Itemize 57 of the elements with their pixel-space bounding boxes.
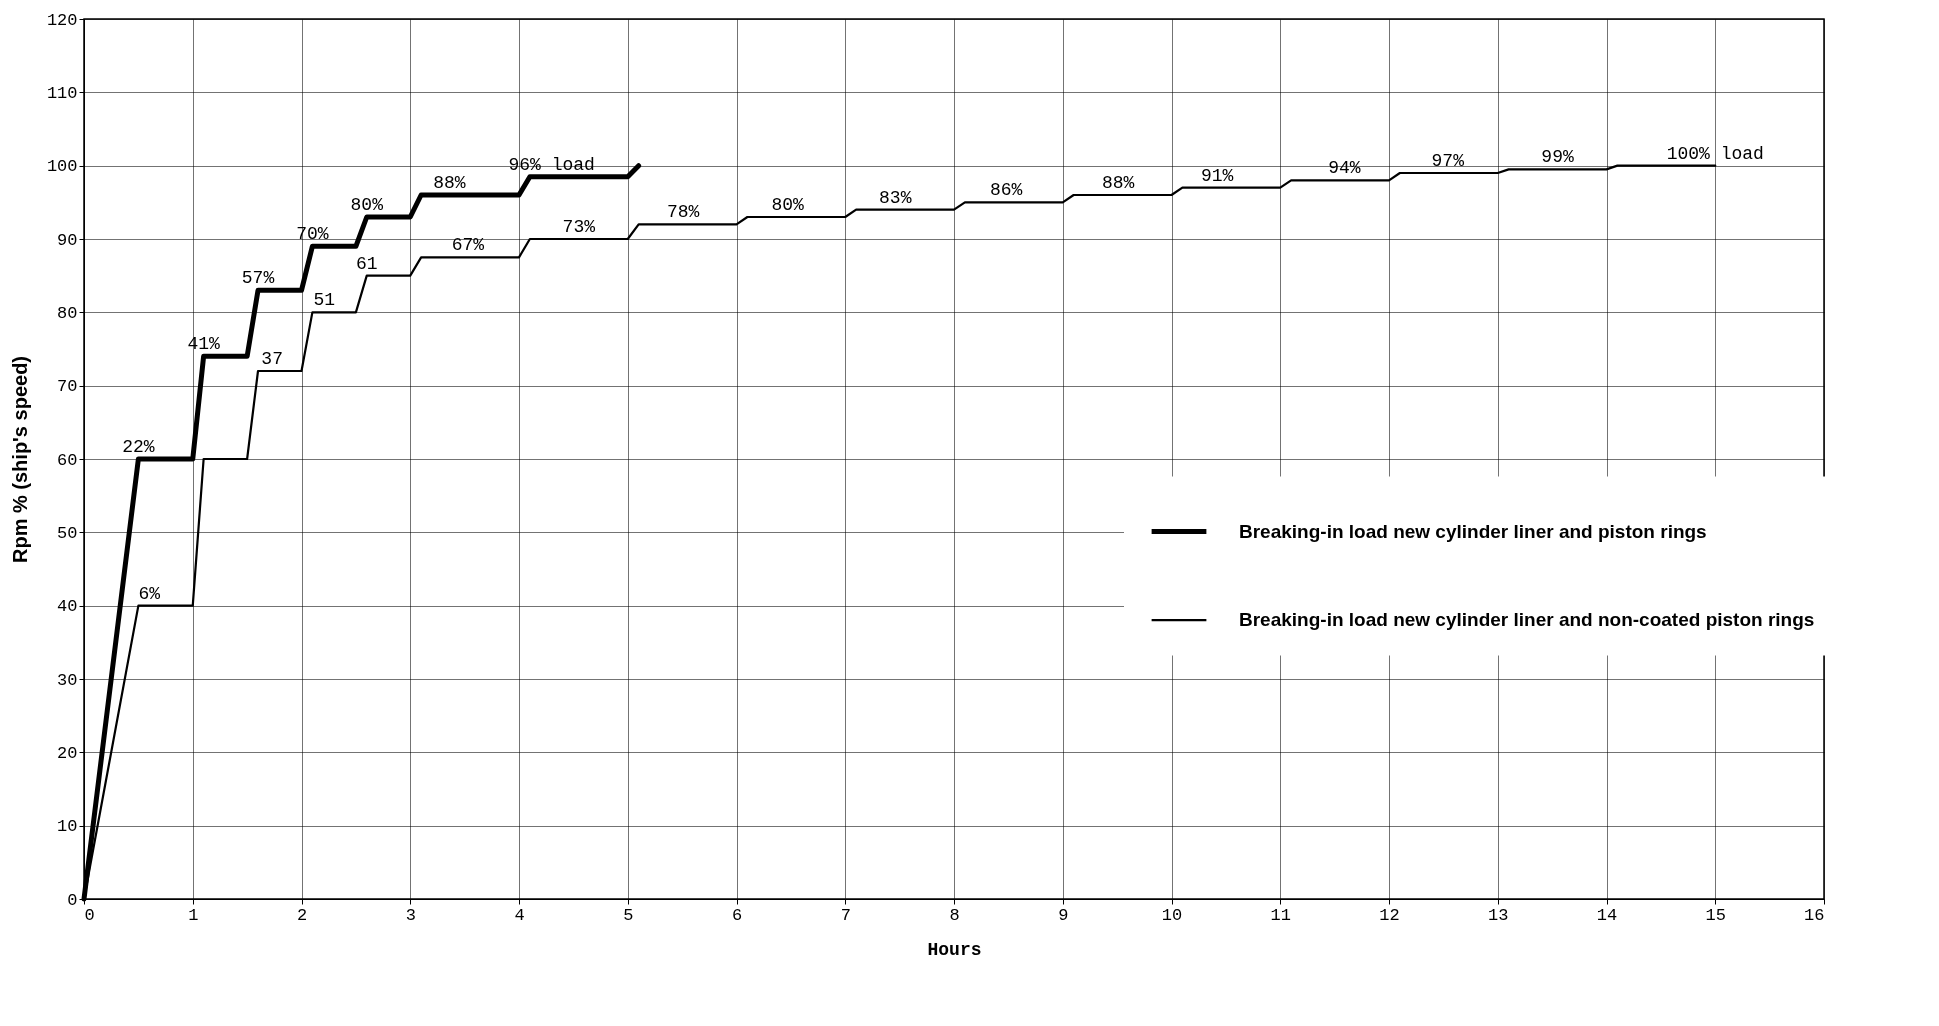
annotation: 86% <box>990 180 1023 201</box>
annotation: 61 <box>355 253 378 274</box>
x-tick-label: 12 <box>1379 905 1400 925</box>
annotation: 78% <box>667 202 700 223</box>
annotation: 88% <box>1102 173 1135 193</box>
y-tick-label: 70 <box>57 377 78 397</box>
y-axis-title: Rpm % (ship's speed) <box>8 355 31 564</box>
annotation: 22% <box>122 437 155 457</box>
annotation: 91% <box>1200 165 1234 186</box>
x-tick-label: 2 <box>296 905 308 925</box>
x-tick-label: 7 <box>840 905 851 925</box>
annotation: 80% <box>350 195 384 215</box>
x-tick-label: 16 <box>1804 905 1825 925</box>
x-tick-label: 4 <box>514 905 525 925</box>
annotation: 37 <box>261 349 283 369</box>
y-tick-label: 30 <box>57 670 78 690</box>
y-tick-label: 60 <box>57 450 78 470</box>
x-tick-label: 15 <box>1705 905 1726 925</box>
y-tick-label: 120 <box>46 10 78 30</box>
x-tick-label: 14 <box>1596 905 1618 925</box>
annotation: 67% <box>451 235 485 256</box>
x-tick-label: 5 <box>623 905 634 925</box>
x-tick-label: 3 <box>405 905 416 925</box>
x-axis-title: Hours <box>927 939 982 960</box>
y-tick-label: 10 <box>57 817 78 837</box>
y-tick-label: 20 <box>57 743 78 763</box>
annotation: 88% <box>433 173 466 193</box>
y-tick-label: 110 <box>46 83 78 103</box>
x-tick-label: 1 <box>188 905 199 925</box>
x-tick-label: 13 <box>1488 905 1509 925</box>
annotation: 51 <box>313 290 336 311</box>
y-tick-label: 0 <box>67 890 78 910</box>
x-tick-label: 10 <box>1161 905 1183 925</box>
y-tick-label: 50 <box>57 523 78 543</box>
x-tick-label: 11 <box>1270 905 1291 925</box>
annotation: 83% <box>879 187 912 208</box>
x-tick-label: 0 <box>84 905 95 925</box>
y-tick-label: 80 <box>57 303 78 323</box>
annotation: 57% <box>241 268 275 289</box>
annotation: 96% load <box>508 154 595 175</box>
annotation: 41% <box>187 334 221 355</box>
x-tick-label: 6 <box>731 905 743 925</box>
annotation: 6% <box>138 583 161 604</box>
annotation: 100% load <box>1666 143 1764 164</box>
annotation: 80% <box>771 195 805 215</box>
legend-label: Breaking-in load new cylinder liner and non-coated piston rings <box>1239 609 1815 631</box>
x-tick-label: 9 <box>1058 905 1069 925</box>
x-tick-label: 8 <box>949 905 960 925</box>
annotation: 99% <box>1541 147 1574 168</box>
annotation: 94% <box>1328 158 1361 179</box>
annotation: 70% <box>296 224 329 245</box>
legend-label: Breaking-in load new cylinder liner and piston rings <box>1239 520 1707 542</box>
annotation: 97% <box>1431 151 1465 171</box>
y-tick-label: 40 <box>57 597 78 617</box>
annotation: 73% <box>562 217 596 237</box>
y-tick-label: 100 <box>46 157 78 177</box>
y-tick-label: 90 <box>57 230 78 250</box>
